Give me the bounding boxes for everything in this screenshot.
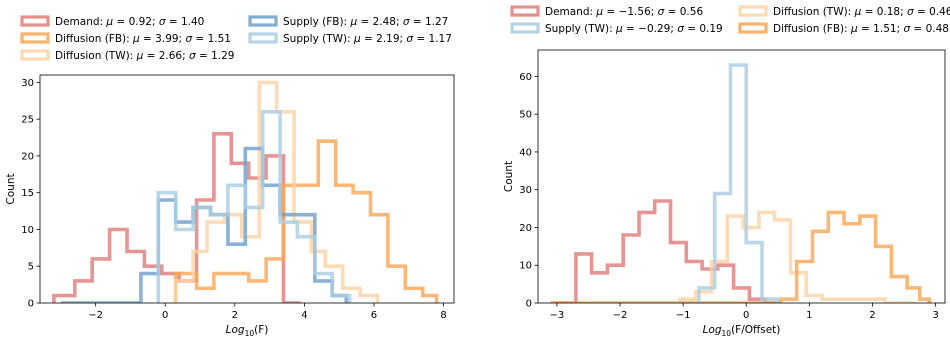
plot-frame bbox=[537, 49, 946, 304]
legend-label-supply_fb: Supply (FB): μ = 2.48; σ = 1.27 bbox=[283, 16, 448, 28]
left-histogram-chart: −2 0 2 4 6 8 0 5 10 15 20 25 30 Log10(F) Count Demand: … bbox=[5, 15, 455, 338]
y-tick-label: 10 bbox=[21, 225, 34, 236]
legend-label-diffusion_tw: Diffusion (TW): μ = 2.66; σ = 1.29 bbox=[55, 50, 235, 62]
y-tick-label: 20 bbox=[21, 151, 34, 162]
legend-swatch-demand bbox=[20, 15, 50, 27]
legend: Demand: μ = 0.92; σ = 1.40 Diffusion (FB)… bbox=[20, 15, 452, 62]
x-tick-label: −1 bbox=[676, 310, 691, 321]
x-tick-label: 6 bbox=[371, 310, 377, 321]
y-tick-label: 50 bbox=[519, 110, 532, 121]
legend-swatch-supply_tw bbox=[248, 32, 278, 44]
legend-label-diffusion_tw: Diffusion (TW): μ = 0.18; σ = 0.46 bbox=[773, 6, 950, 18]
y-tick-label: 20 bbox=[519, 223, 532, 234]
legend-swatch-demand bbox=[510, 5, 540, 17]
x-tick-label: 4 bbox=[301, 310, 307, 321]
plot-frame bbox=[39, 74, 455, 304]
x-tick-label: 8 bbox=[440, 310, 446, 321]
x-tick-label: 2 bbox=[869, 310, 875, 321]
y-axis-label: Count bbox=[5, 173, 17, 204]
histogram-series-diffusion_fb bbox=[550, 210, 931, 303]
legend-label-demand: Demand: μ = 0.92; σ = 1.40 bbox=[55, 16, 204, 28]
legend-swatch-diffusion_fb bbox=[20, 32, 50, 44]
y-tick-label: 25 bbox=[21, 115, 34, 126]
legend-swatch-supply_fb bbox=[248, 15, 278, 27]
legend-label-diffusion_fb: Diffusion (FB): μ = 3.99; σ = 1.51 bbox=[55, 33, 231, 45]
y-tick-label: 15 bbox=[21, 188, 34, 199]
legend-label-supply_tw: Supply (TW): μ = 2.19; σ = 1.17 bbox=[283, 33, 452, 45]
legend-label-diffusion_fb: Diffusion (FB): μ = 1.51; σ = 0.48 bbox=[773, 23, 949, 35]
y-tick-label: 30 bbox=[21, 78, 34, 89]
histogram-series-diffusion_fb bbox=[173, 139, 439, 303]
y-tick-label: 0 bbox=[28, 299, 34, 310]
x-tick-label: 1 bbox=[806, 310, 812, 321]
x-tick-label: 0 bbox=[743, 310, 749, 321]
histogram-series-supply_tw bbox=[156, 110, 352, 303]
y-tick-label: 30 bbox=[519, 185, 532, 196]
right-histogram-chart: −3 −2 −1 0 1 2 30102030405060Log10(F/Offset)Co… bbox=[503, 5, 950, 338]
histogram-series-supply_tw bbox=[697, 63, 780, 303]
x-tick-label: 3 bbox=[932, 310, 938, 321]
x-axis-label: Log10(F/Offset) bbox=[703, 324, 781, 338]
legend-label-demand: Demand: μ = −1.56; σ = 0.56 bbox=[545, 6, 703, 18]
legend-label-supply_tw: Supply (TW): μ = −0.29; σ = 0.19 bbox=[545, 23, 723, 35]
x-tick-label: −3 bbox=[550, 310, 565, 321]
histogram-series-demand bbox=[550, 199, 781, 303]
legend-swatch-diffusion_tw bbox=[20, 49, 50, 61]
y-tick-label: 60 bbox=[519, 72, 532, 83]
legend-swatch-diffusion_fb bbox=[738, 22, 768, 34]
y-tick-label: 5 bbox=[28, 262, 34, 273]
y-tick-label: 0 bbox=[526, 299, 532, 310]
x-tick-label: −2 bbox=[88, 310, 103, 321]
y-tick-label: 40 bbox=[519, 147, 532, 158]
legend: Demand: μ = −1.56; σ = 0.56 Supply (TW): … bbox=[510, 5, 950, 35]
histogram-series-diffusion_tw bbox=[678, 210, 917, 303]
y-tick-label: 10 bbox=[519, 261, 532, 272]
x-axis-label: Log10(F) bbox=[226, 324, 269, 338]
x-tick-label: 0 bbox=[162, 310, 168, 321]
y-axis-label: Count bbox=[503, 161, 515, 192]
legend-swatch-supply_tw bbox=[510, 22, 540, 34]
legend-swatch-diffusion_tw bbox=[738, 5, 768, 17]
x-tick-label: 2 bbox=[232, 310, 238, 321]
x-tick-label: −2 bbox=[613, 310, 628, 321]
histogram-series-diffusion_tw bbox=[173, 80, 380, 303]
